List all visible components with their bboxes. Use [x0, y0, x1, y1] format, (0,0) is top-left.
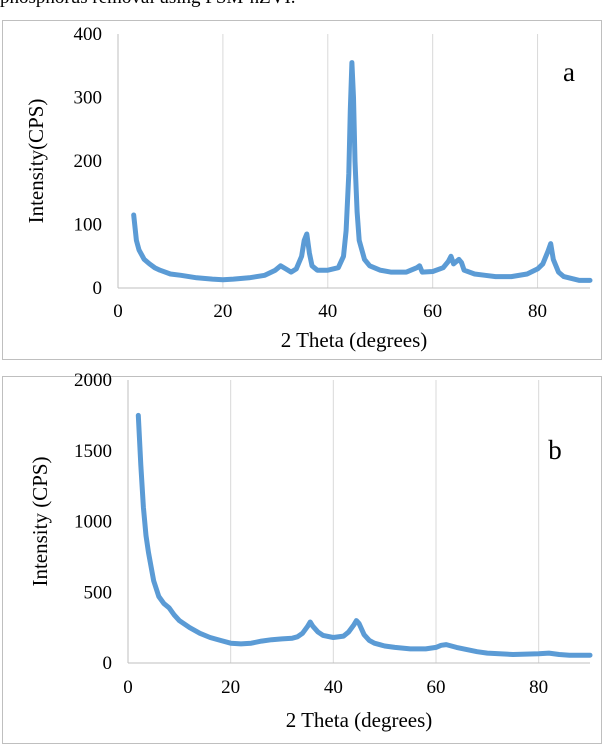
chart-a-svg: 0 20 40 60 80 0 100 200 300 400 2 Theta (degrees) I… — [24, 24, 593, 352]
chart-a-y-tick-label-1: 100 — [74, 215, 103, 236]
chart-a-panel-label: a — [563, 57, 575, 87]
chart-panel-a: 0 20 40 60 80 0 100 200 300 400 2 Theta (degrees) I… — [2, 20, 602, 360]
chart-b-x-tick-label-0: 0 — [123, 677, 133, 698]
chart-a-y-axis-title: Intensity(CPS) — [24, 99, 48, 224]
chart-a-x-axis-title: 2 Theta (degrees) — [281, 328, 428, 352]
chart-a-x-tick-label-3: 60 — [423, 301, 442, 322]
chart-a-x-tick-label-0: 0 — [113, 301, 123, 322]
chart-b-y-tick-label-2: 1000 — [74, 512, 112, 533]
chart-panel-b: 0 20 40 60 80 0 500 1000 1500 2000 2 Theta (degree… — [2, 370, 602, 744]
chart-a-y-tick-label-2: 200 — [74, 151, 103, 172]
chart-a-y-tick-label-3: 300 — [74, 88, 103, 109]
chart-b-x-tick-label-3: 60 — [427, 677, 446, 698]
chart-a-series-line — [131, 60, 593, 283]
chart-b-panel-label: b — [548, 435, 562, 465]
chart-a-x-tick-label-1: 20 — [213, 301, 232, 322]
chart-a-x-tick-label-4: 80 — [528, 301, 547, 322]
chart-b-y-tick-label-0: 0 — [103, 653, 113, 674]
chart-a-y-tick-label-4: 400 — [74, 24, 103, 45]
chart-b-x-tick-label-2: 40 — [324, 677, 343, 698]
chart-b-x-tick-label-4: 80 — [529, 677, 548, 698]
chart-a-x-tick-label-2: 40 — [318, 301, 337, 322]
figure-caption: phosphorus removal using FSM-nZVI. — [0, 0, 296, 9]
chart-b-x-axis-title: 2 Theta (degrees) — [286, 708, 433, 732]
chart-b-series-line — [135, 412, 593, 658]
chart-b-y-tick-label-4: 2000 — [74, 370, 112, 391]
chart-b-y-tick-label-3: 1500 — [74, 441, 112, 462]
chart-b-svg: 0 20 40 60 80 0 500 1000 1500 2000 2 Theta (degree… — [28, 370, 593, 732]
chart-b-y-axis-title: Intensity (CPS) — [28, 456, 52, 586]
chart-b-y-tick-label-1: 500 — [84, 582, 113, 603]
chart-b-x-tick-label-1: 20 — [221, 677, 240, 698]
chart-a-y-tick-label-0: 0 — [93, 278, 103, 299]
